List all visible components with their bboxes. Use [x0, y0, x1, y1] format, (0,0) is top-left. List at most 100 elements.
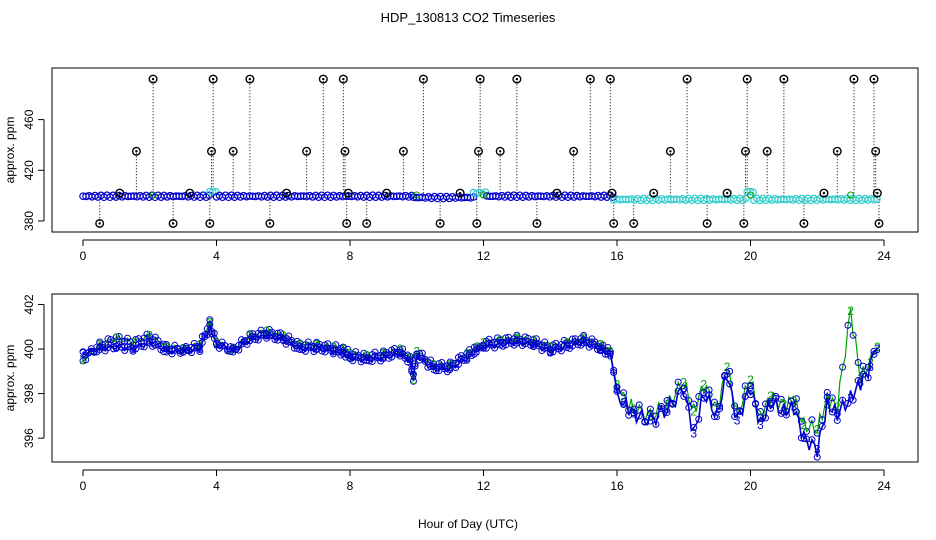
bottom-series-2-marker: 2 [497, 333, 504, 347]
bottom-data-point [352, 353, 360, 361]
top-outlier-point [585, 74, 595, 84]
bottom-data-point [813, 453, 821, 461]
top-data-point [209, 188, 217, 196]
bottom-data-point [854, 377, 862, 385]
bottom-data-point [606, 350, 614, 358]
top-outlier-point [265, 218, 275, 228]
top-outlier-point [282, 188, 292, 198]
bottom-data-point [110, 345, 118, 353]
bottom-data-point [82, 356, 90, 364]
top-outlier-points [95, 74, 884, 228]
bottom-data-point [721, 373, 729, 381]
top-outlier-point [605, 74, 615, 84]
bottom-data-point [844, 321, 852, 329]
top-outlier-point [869, 74, 879, 84]
bottom-series-3-marker: 3 [347, 351, 354, 365]
bottom-series-2-marker: 2 [724, 360, 731, 374]
bottom-series-3-line [82, 324, 878, 458]
figure-title: HDP_130813 CO2 Timeseries [381, 10, 556, 25]
bottom-data-point [257, 331, 265, 339]
bottom-series-2-marker: 2 [206, 315, 213, 329]
bottom-data-point [454, 360, 462, 368]
top-outlier-point [740, 146, 750, 156]
top-outlier-dot [285, 191, 288, 195]
top-outlier-dot [438, 222, 442, 225]
top-outlier-point [245, 74, 255, 84]
top-green-point [149, 191, 157, 199]
bottom-series-2-marker: 2 [263, 324, 270, 338]
x-axis-label: Hour of Day (UTC) [418, 517, 518, 531]
bottom-data-point [221, 342, 229, 350]
bottom-data-point [787, 397, 795, 405]
top-outlier-dot [685, 77, 689, 81]
bottom-series-3-marker: 3 [690, 427, 697, 441]
bottom-data-point [574, 341, 582, 349]
top-x-tick-label: 4 [213, 249, 220, 263]
top-outlier-point [871, 146, 881, 156]
top-y-tick-label: 380 [22, 211, 36, 231]
bottom-series-3-marker: 3 [146, 335, 153, 349]
bottom-data-point [690, 424, 698, 432]
top-outlier-dot [477, 150, 480, 153]
bottom-data-point [432, 367, 440, 375]
bottom-data-point [710, 398, 718, 406]
top-x-tick-label: 16 [610, 249, 624, 263]
top-outlier-dot [118, 191, 121, 195]
bottom-data-point [864, 374, 872, 382]
bottom-series-3-marker: 3 [724, 367, 731, 381]
bottom-series-3-marker: 3 [814, 442, 821, 456]
bottom-series-2-marker: 2 [874, 340, 881, 354]
top-outlier-point [362, 218, 372, 228]
bottom-series-3-marker: 3 [410, 369, 417, 383]
top-outlier-point [472, 218, 482, 228]
bottom-series-2-marker: 2 [607, 344, 614, 358]
bottom-series-3-marker: 3 [580, 335, 587, 349]
bottom-series-3-marker: 3 [620, 396, 627, 410]
bottom-data-point [663, 408, 671, 416]
bottom-series-3-marker: 3 [96, 342, 103, 356]
bottom-plot-frame [51, 293, 919, 463]
top-outlier-point [148, 74, 158, 84]
bottom-x-tick-label: 4 [213, 479, 220, 493]
bottom-series-2-marker: 2 [96, 338, 103, 352]
top-outlier-point [382, 188, 392, 198]
top-outlier-dot [822, 191, 826, 195]
bottom-series-2-marker: 2 [163, 340, 170, 354]
bottom-data-point [716, 405, 724, 413]
bottom-data-point [620, 400, 628, 408]
bottom-data-point [839, 396, 847, 404]
bottom-series-2-marker: 2 [620, 391, 627, 405]
bottom-data-point [104, 335, 112, 343]
top-outlier-point [495, 146, 505, 156]
bottom-data-point [610, 368, 618, 376]
top-outlier-dot [211, 77, 215, 81]
bottom-data-point [143, 338, 151, 346]
top-plot-frame [51, 67, 919, 233]
bottom-data-point [646, 409, 654, 417]
bottom-data-point [823, 393, 831, 401]
bottom-data-point [513, 337, 521, 345]
top-outlier-dot [188, 191, 191, 195]
bottom-data-point [271, 336, 279, 344]
bottom-data-point [803, 435, 811, 443]
bottom-series-2-marker: 2 [413, 344, 420, 358]
bottom-data-point [232, 345, 240, 353]
top-outlier-point [475, 74, 485, 84]
bottom-data-point [124, 343, 131, 351]
top-green-point [847, 191, 855, 199]
bottom-series-3-marker: 3 [297, 342, 304, 356]
bottom-series-3-marker: 3 [791, 400, 798, 414]
bottom-data-point [752, 400, 760, 408]
bottom-data-point [409, 377, 417, 385]
bottom-data-point [208, 330, 216, 338]
bottom-series-3-marker: 3 [447, 362, 454, 376]
bottom-series-3-marker: 3 [747, 380, 754, 394]
bottom-data-point [203, 331, 211, 339]
top-outlier-dot [609, 77, 612, 81]
top-outlier-dot [705, 222, 709, 225]
top-outlier-dot [669, 150, 672, 153]
top-outlier-dot [422, 77, 425, 81]
bottom-data-point [591, 340, 599, 348]
